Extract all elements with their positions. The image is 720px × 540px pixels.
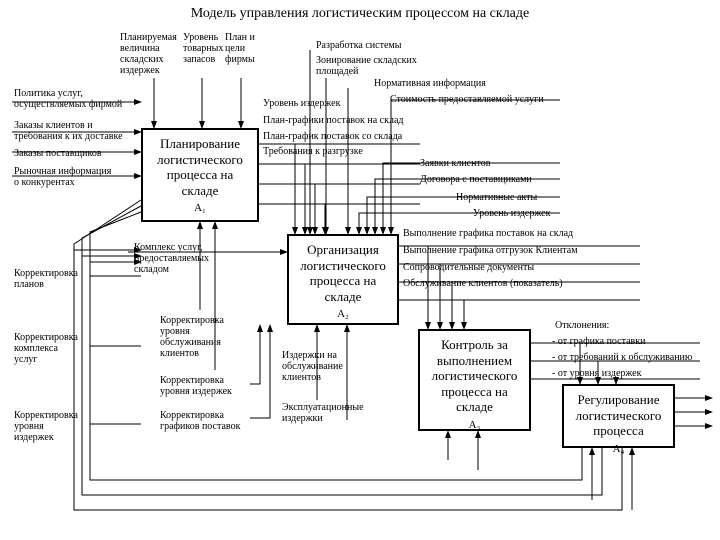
- flow-label: Рыночная информация о конкурентах: [14, 166, 111, 188]
- node-a3-sub: А₃: [424, 419, 525, 432]
- flow-label: Планируемая величина складских издержек: [120, 32, 177, 76]
- flow-label: Корректировка комплекса услуг: [14, 332, 78, 365]
- flow-label: - от уровня издержек: [552, 368, 641, 379]
- flow-label: Политика услуг, осуществляемых фирмой: [14, 88, 122, 110]
- flow-label: Корректировка планов: [14, 268, 78, 290]
- node-a3-control: Контроль за выполнением логистического п…: [418, 329, 531, 431]
- flow-label: Уровень издержек: [263, 98, 340, 109]
- flow-label: Уровень издержек: [473, 208, 550, 219]
- flow-label: - от требований к обслуживанию: [552, 352, 692, 363]
- flow-label: Стоимость предоставляемой услуги: [390, 94, 544, 105]
- flow-label: - от графика поставки: [552, 336, 646, 347]
- flow-label: Выполнение графика отгрузок Клиентам: [403, 245, 578, 256]
- flow-label: Эксплуатационные издержки: [282, 402, 364, 424]
- flow-label: Заказы клиентов и требования к их достав…: [14, 120, 123, 142]
- flow-label: Зонирование складских площадей: [316, 55, 417, 77]
- flow-label: Корректировка графиков поставок: [160, 410, 240, 432]
- flow-label: План и цели фирмы: [225, 32, 255, 65]
- node-a4-sub: А₄: [568, 443, 669, 456]
- node-a1-sub: А₁: [147, 202, 253, 215]
- flow-label: План-графики поставок на склад: [263, 115, 404, 126]
- flow-label: Нормативная информация: [374, 78, 486, 89]
- diagram-title: Модель управления логистическим процессо…: [0, 6, 720, 22]
- flow-label: Корректировка уровня обслуживания клиент…: [160, 315, 224, 359]
- flow-label: Уровень товарных запасов: [183, 32, 223, 65]
- flow-label: Нормативные акты: [456, 192, 537, 203]
- flow-label: Разработка системы: [316, 40, 401, 51]
- flow-label: Заказы поставщиков: [14, 148, 102, 159]
- flow-label: План-график поставок со склада: [263, 131, 402, 142]
- node-a4-label: Регулирование логистического процесса: [576, 392, 662, 438]
- node-a4-regulation: Регулирование логистического процесса А₄: [562, 384, 675, 448]
- flow-label: Сопроводительные документы: [403, 262, 534, 273]
- flow-label: Требования к разгрузке: [263, 146, 363, 157]
- node-a2-label: Организация логистического процесса на с…: [300, 242, 386, 304]
- flow-label: Договора с поставщиками: [420, 174, 532, 185]
- flow-label: Заявки клиентов: [420, 158, 490, 169]
- flow-label: Обслуживание клиентов (показатель): [403, 278, 563, 289]
- node-a3-label: Контроль за выполнением логистического п…: [432, 337, 518, 414]
- node-a1-planning: Планирование логистического процесса на …: [141, 128, 259, 222]
- node-a2-organization: Организация логистического процесса на с…: [287, 234, 399, 325]
- flow-label: Выполнение графика поставок на склад: [403, 228, 573, 239]
- flow-label: Корректировка уровня издержек: [14, 410, 78, 443]
- flow-label: Комплекс услуг, предоставляемых складом: [134, 242, 209, 275]
- node-a1-label: Планирование логистического процесса на …: [157, 136, 243, 198]
- flow-label: Корректировка уровня издержек: [160, 375, 232, 397]
- node-a2-sub: А₂: [293, 308, 393, 321]
- flow-label: Издержки на обслуживание клиентов: [282, 350, 343, 383]
- flow-label: Отклонения:: [555, 320, 609, 331]
